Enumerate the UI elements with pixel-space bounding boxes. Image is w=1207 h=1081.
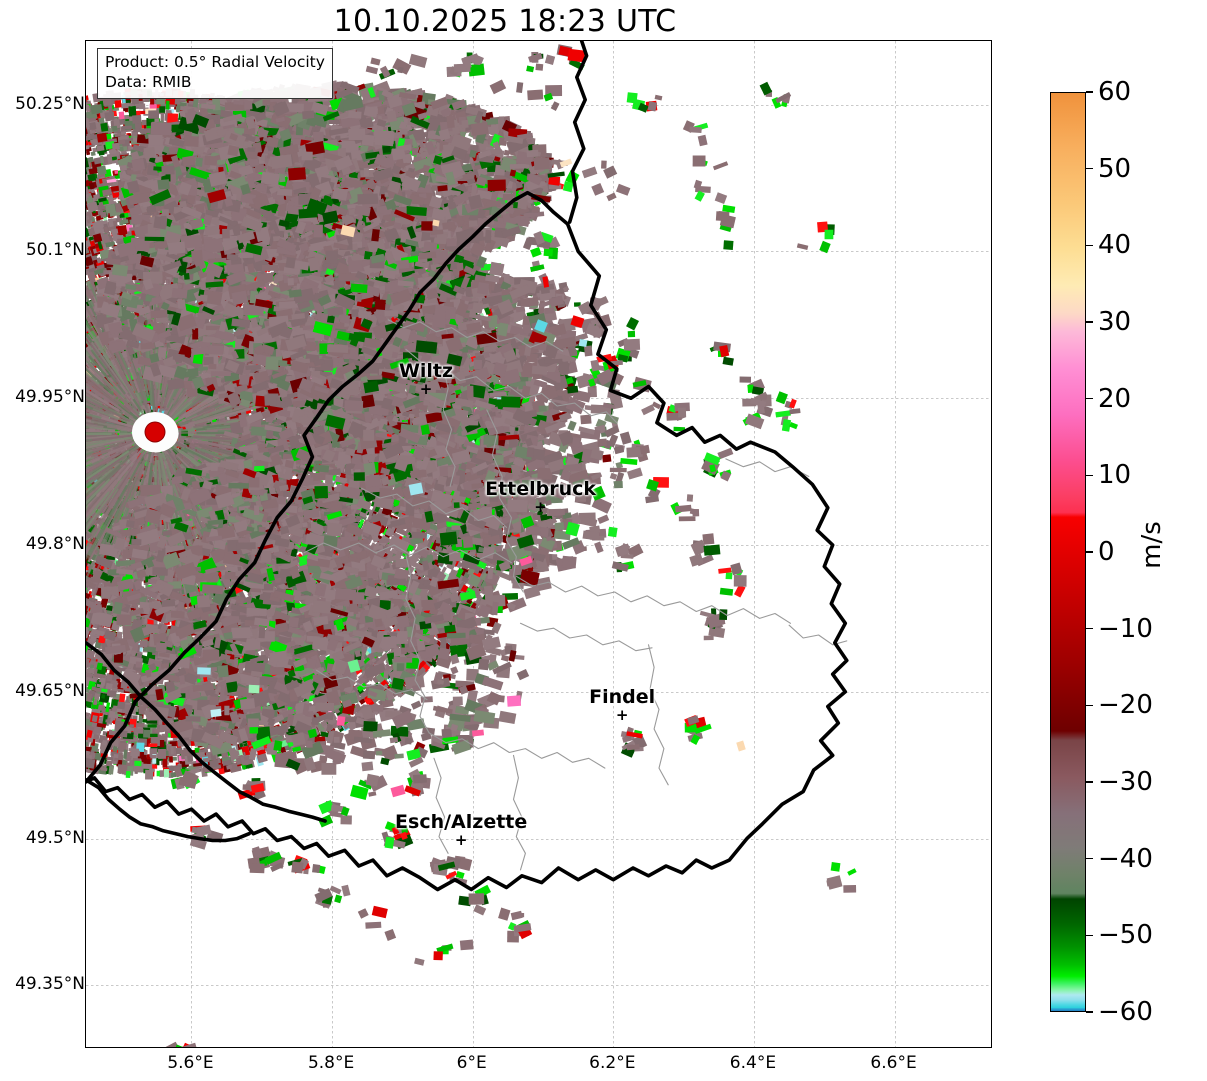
colorbar-tick-label: 50 — [1098, 153, 1132, 184]
colorbar-tick — [1086, 551, 1093, 553]
colorbar-tick — [1086, 397, 1093, 400]
colorbar-tick-label: 0 — [1098, 537, 1115, 567]
colorbar-tick-label: −30 — [1098, 767, 1153, 797]
district-border — [428, 732, 606, 769]
district-border — [405, 554, 430, 734]
colorbar-tick — [1086, 474, 1093, 477]
y-tick-label: 49.5°N — [25, 827, 85, 848]
district-border — [788, 624, 848, 646]
colorbar-tick-label: −50 — [1098, 920, 1153, 951]
district-border — [515, 575, 792, 624]
product-line: Product: 0.5° Radial Velocity — [105, 53, 325, 71]
district-border — [433, 757, 449, 854]
district-border — [405, 348, 618, 424]
colorbar-tick-label: 20 — [1098, 383, 1132, 414]
colorbar-tick — [1086, 857, 1093, 860]
y-tick-label: 49.65°N — [15, 680, 85, 701]
national-border — [567, 41, 589, 224]
district-border — [486, 409, 524, 593]
data-source-line: Data: RMIB — [105, 72, 192, 91]
map-plot-area[interactable] — [85, 40, 992, 1048]
colorbar-tick-label: 30 — [1098, 307, 1132, 337]
colorbar-tick — [1086, 781, 1093, 783]
district-border — [647, 644, 669, 786]
district-border — [442, 366, 456, 487]
colorbar-tick — [1086, 704, 1093, 707]
radar-echo-layer — [86, 41, 991, 1047]
radar-site-marker[interactable] — [145, 422, 165, 442]
colorbar-tick-label: −40 — [1098, 843, 1153, 874]
district-border — [303, 542, 512, 564]
y-tick-label: 50.1°N — [25, 240, 85, 261]
x-tick-label: 6°E — [456, 1053, 487, 1073]
national-border — [86, 222, 849, 892]
y-tick-label: 49.8°N — [25, 534, 85, 554]
district-border — [387, 319, 564, 352]
national-border — [86, 641, 327, 823]
colorbar-tick — [1086, 91, 1093, 93]
x-tick-label: 5.8°E — [307, 1053, 355, 1073]
x-tick-label: 5.6°E — [167, 1053, 214, 1073]
y-tick-label: 49.95°N — [15, 387, 85, 408]
colorbar-tick-label: −10 — [1098, 613, 1153, 644]
map-canvas-layer — [86, 41, 991, 1047]
colorbar-tick — [1086, 627, 1093, 630]
district-border — [361, 487, 508, 528]
figure-title: 10.10.2025 18:23 UTC — [333, 4, 677, 39]
y-tick-label: 49.35°N — [15, 974, 85, 995]
x-tick-label: 6.4°E — [729, 1053, 777, 1073]
national-border — [86, 778, 251, 843]
colorbar-tick-label: 10 — [1098, 460, 1132, 491]
product-info-box: Product: 0.5° Radial Velocity Data: RMIB — [97, 48, 333, 99]
x-tick-label: 6.6°E — [870, 1053, 917, 1073]
district-border — [316, 669, 428, 701]
colorbar-tick-label: −20 — [1098, 690, 1153, 721]
x-tick-label: 6.2°E — [589, 1053, 636, 1073]
y-tick-label: 50.25°N — [15, 93, 85, 114]
colorbar-tick-label: −60 — [1098, 997, 1153, 1027]
border-overlay — [86, 41, 849, 892]
colorbar-unit-label: m/s — [1137, 521, 1167, 569]
colorbar-tick-label: 40 — [1098, 230, 1132, 261]
colorbar-gradient — [1051, 93, 1085, 1011]
national-border — [86, 190, 570, 784]
colorbar-tick — [1086, 244, 1093, 247]
district-border — [519, 622, 653, 652]
colorbar-tick — [1086, 321, 1093, 323]
colorbar-tick — [1086, 934, 1093, 937]
colorbar[interactable] — [1050, 92, 1086, 1012]
colorbar-tick-label: 60 — [1098, 77, 1132, 107]
district-border — [512, 754, 526, 871]
colorbar-tick — [1086, 167, 1093, 170]
colorbar-tick — [1086, 1011, 1093, 1013]
